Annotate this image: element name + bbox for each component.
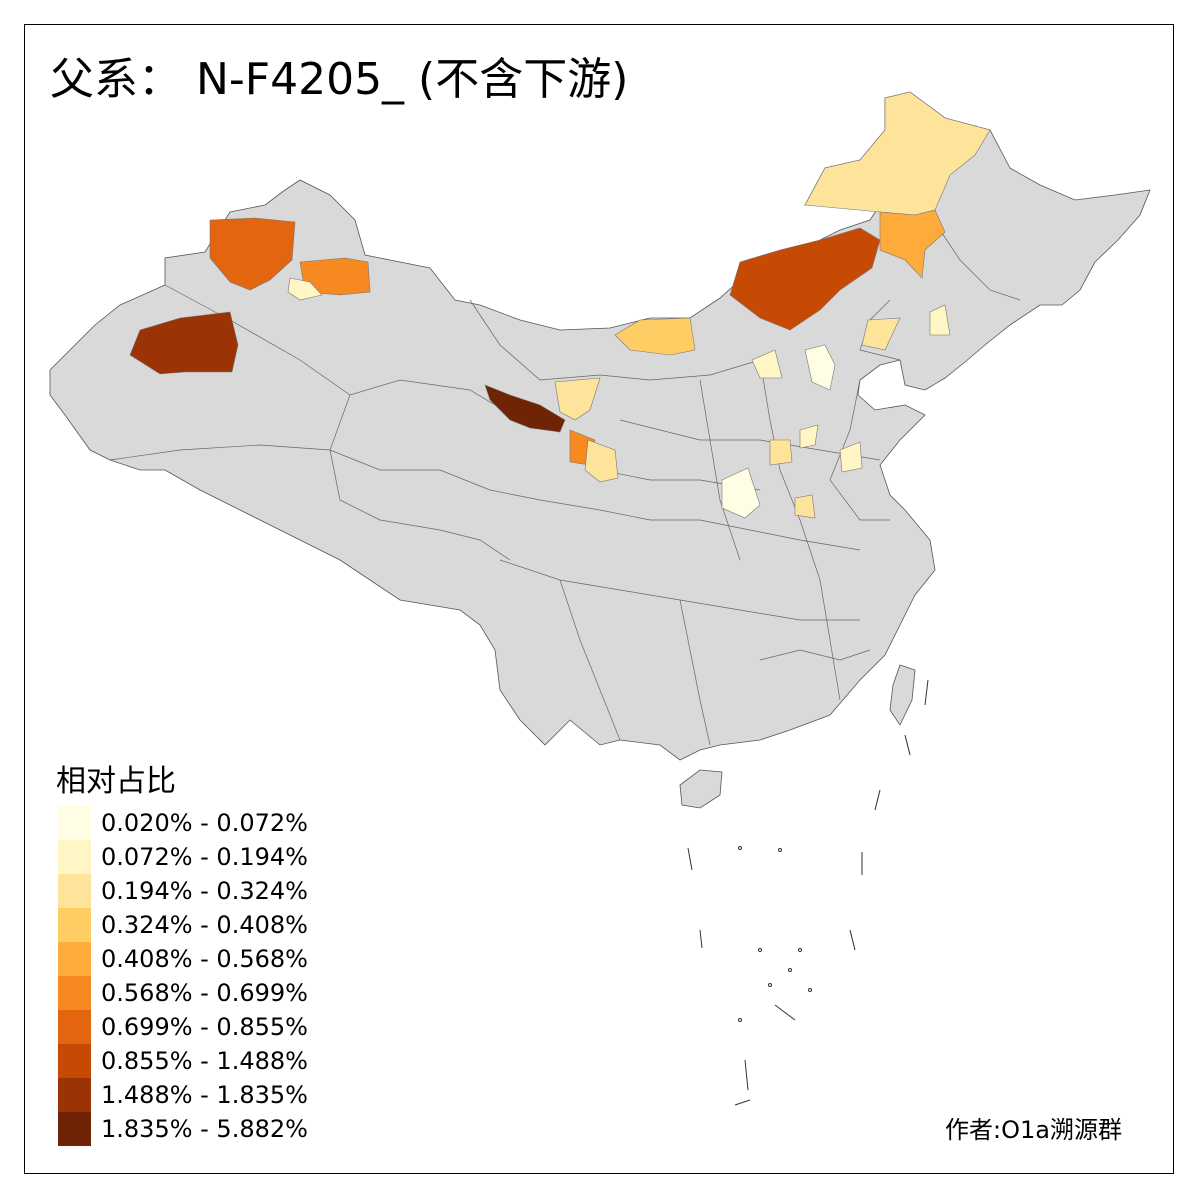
legend-title: 相对占比 xyxy=(56,764,176,799)
region-henan-east xyxy=(794,494,816,519)
legend-label: 1.488% - 1.835% xyxy=(101,1081,308,1109)
region-ili xyxy=(129,311,239,375)
region-altay xyxy=(209,217,296,291)
region-xingan xyxy=(879,209,946,279)
region-haixi xyxy=(484,384,566,433)
legend-swatch xyxy=(58,1010,91,1044)
legend-item: 0.072% - 0.194% xyxy=(58,840,358,874)
legend-swatch xyxy=(58,976,91,1010)
region-shanxi-south xyxy=(769,439,793,466)
region-karamay xyxy=(287,277,323,301)
legend-item: 0.020% - 0.072% xyxy=(58,806,358,840)
region-shandong xyxy=(839,441,863,473)
region-jilin xyxy=(929,304,951,336)
legend-swatch xyxy=(58,840,91,874)
hainan-region xyxy=(679,769,723,809)
legend-item: 0.194% - 0.324% xyxy=(58,874,358,908)
legend-swatch xyxy=(58,1044,91,1078)
region-liaoning-west xyxy=(861,317,901,351)
region-xilingol xyxy=(729,227,881,331)
region-tianshui xyxy=(584,439,619,483)
region-hebei-north xyxy=(804,344,836,391)
region-shanxi-north xyxy=(751,349,783,379)
legend-label: 0.194% - 0.324% xyxy=(101,877,308,905)
legend-item: 0.324% - 0.408% xyxy=(58,908,358,942)
legend-label: 0.020% - 0.072% xyxy=(101,809,308,837)
legend-swatch xyxy=(58,942,91,976)
legend-item: 0.568% - 0.699% xyxy=(58,976,358,1010)
legend-swatch xyxy=(58,874,91,908)
legend-swatch xyxy=(58,1078,91,1112)
south-china-sea-islands xyxy=(687,679,929,1106)
legend-swatch xyxy=(58,908,91,942)
legend-item: 0.699% - 0.855% xyxy=(58,1010,358,1044)
taiwan-region xyxy=(889,664,916,726)
colored-regions xyxy=(129,91,991,519)
author-credit: 作者:O1a溯源群 xyxy=(945,1116,1122,1144)
legend-label: 0.699% - 0.855% xyxy=(101,1013,308,1041)
region-hebei-south xyxy=(799,424,819,449)
legend-label: 1.835% - 5.882% xyxy=(101,1115,308,1143)
legend-item: 1.835% - 5.882% xyxy=(58,1112,358,1146)
legend-label: 0.855% - 1.488% xyxy=(101,1047,308,1075)
region-henan xyxy=(721,467,761,519)
legend-swatch xyxy=(58,806,91,840)
legend-label: 0.324% - 0.408% xyxy=(101,911,308,939)
legend-label: 0.568% - 0.699% xyxy=(101,979,308,1007)
mainland-region xyxy=(49,91,1151,761)
legend-item: 0.408% - 0.568% xyxy=(58,942,358,976)
region-ningxia xyxy=(554,377,601,421)
region-baotou xyxy=(614,317,696,356)
legend-label: 0.408% - 0.568% xyxy=(101,945,308,973)
legend-item: 0.855% - 1.488% xyxy=(58,1044,358,1078)
legend-swatch xyxy=(58,1112,91,1146)
legend-label: 0.072% - 0.194% xyxy=(101,843,308,871)
map-title: 父系： N-F4205_ (不含下游) xyxy=(50,54,629,105)
legend-item: 1.488% - 1.835% xyxy=(58,1078,358,1112)
